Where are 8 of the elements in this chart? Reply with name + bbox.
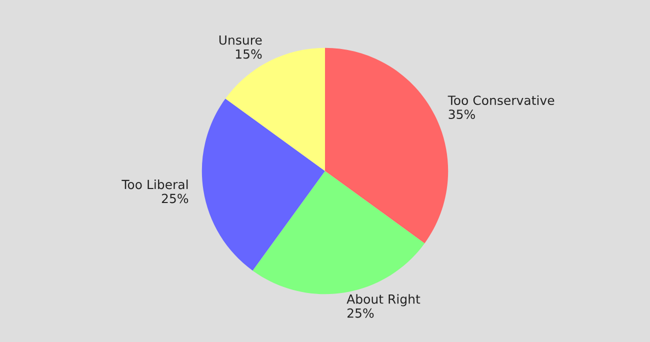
data-label: 35% — [448, 110, 475, 120]
data-label: 25% — [162, 194, 188, 204]
slice-label: Too Liberal — [122, 180, 188, 190]
slice-label: About Right — [346, 294, 420, 306]
slice-label: Too Conservative — [448, 95, 554, 106]
data-label: 25% — [347, 308, 374, 318]
data-label: 15% — [236, 49, 262, 59]
slice-label: Unsure — [219, 35, 262, 45]
